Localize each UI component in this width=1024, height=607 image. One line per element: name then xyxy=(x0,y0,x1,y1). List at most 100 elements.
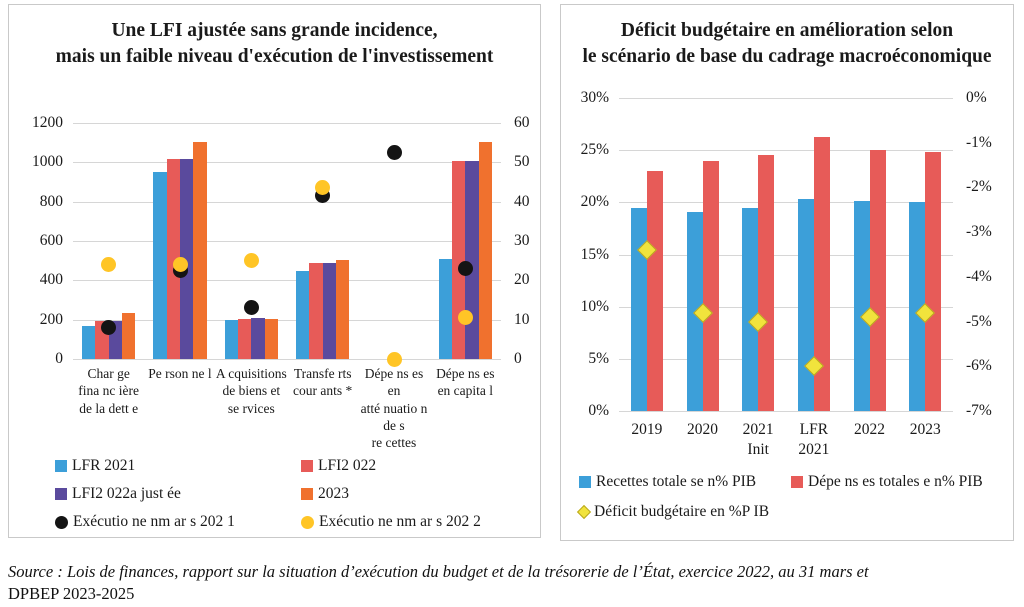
gridline xyxy=(73,241,501,242)
left-chart-panel: Une LFI ajustée sans grande incidence, m… xyxy=(8,4,541,538)
y-axis-tick-label: 0 xyxy=(55,350,63,367)
right-chart-body: 30% 25% 20% 15% 10% 5% 0% 0% -1% -2% -3% -4% -5% -6%… xyxy=(561,89,1015,419)
bar xyxy=(322,263,336,359)
x-axis-label: Dépe ns es en atté nuatio n de s re cett… xyxy=(360,366,428,451)
y-axis-tick-label: 200 xyxy=(39,310,63,328)
y-axis-tick-label: 0% xyxy=(966,89,987,106)
left-chart-y-axis-left: 1200 1000 800 600 400 200 0 xyxy=(9,114,73,367)
gridline xyxy=(73,359,501,360)
y-axis-tick-label: -6% xyxy=(966,357,992,375)
legend-label: Dépe ns es totales e n% PIB xyxy=(808,473,983,490)
legend-item: Exécutio ne nm ar s 202 2 xyxy=(301,513,481,531)
y-axis-tick-label: 1000 xyxy=(32,153,63,171)
bar xyxy=(224,320,239,359)
bar xyxy=(251,317,265,359)
gridline xyxy=(619,358,953,360)
gridline xyxy=(73,123,501,124)
right-chart-legend: Recettes totale se n% PIB Dépe ns es tota… xyxy=(576,473,983,521)
y-axis-tick-label: 5% xyxy=(588,349,609,367)
x-axis-label: 2020 xyxy=(687,421,718,438)
bar xyxy=(869,150,886,411)
y-axis-tick-label: 60 xyxy=(514,114,530,131)
y-axis-tick-label: -4% xyxy=(966,267,992,285)
y-axis-tick-label: 0% xyxy=(588,402,609,419)
right-chart-y-axis-right: 0% -1% -2% -3% -4% -5% -6% -7% xyxy=(953,89,1015,419)
x-axis-label: LFR 2021 xyxy=(798,421,830,459)
bar xyxy=(193,141,207,359)
y-axis-tick-label: -1% xyxy=(966,133,992,151)
circle-marker xyxy=(172,257,188,273)
bar xyxy=(153,172,167,359)
legend-diamond-icon xyxy=(576,504,592,520)
bar xyxy=(797,199,814,411)
bar xyxy=(758,155,775,411)
gridline xyxy=(619,98,953,99)
circle-marker xyxy=(243,300,259,316)
legend-item: LFI2 022a just ée xyxy=(55,485,301,503)
y-axis-tick-label: 30% xyxy=(580,89,609,106)
legend-item: Déficit budgétaire en %P IB xyxy=(576,503,791,521)
gridline xyxy=(73,201,501,203)
y-axis-tick-label: -5% xyxy=(966,312,992,330)
x-axis-label: 2021 Init xyxy=(742,421,774,459)
x-axis-label: 2022 xyxy=(854,421,886,438)
bar xyxy=(742,207,759,411)
y-axis-tick-label: 400 xyxy=(39,271,63,289)
legend-label: Exécutio ne nm ar s 202 1 xyxy=(73,513,235,530)
circle-marker xyxy=(101,257,117,273)
legend-item: Dépe ns es totales e n% PIB xyxy=(791,473,983,491)
y-axis-tick-label: 600 xyxy=(39,232,63,249)
bar xyxy=(264,318,278,359)
gridline xyxy=(619,254,953,256)
x-axis-label: 2023 xyxy=(909,421,941,438)
right-chart-y-axis-left: 30% 25% 20% 15% 10% 5% 0% xyxy=(561,89,619,419)
y-axis-tick-label: 30 xyxy=(514,232,530,249)
y-axis-tick-label: -2% xyxy=(966,178,992,196)
gridline xyxy=(619,306,953,308)
y-axis-tick-label: 0 xyxy=(514,350,522,367)
circle-marker xyxy=(457,261,473,277)
left-chart-title: Une LFI ajustée sans grande incidence, m… xyxy=(55,20,494,67)
left-chart-y-axis-right: 60 50 40 30 20 10 0 xyxy=(501,114,542,367)
right-chart-panel: Déficit budgétaire en amélioration selon… xyxy=(560,4,1014,541)
bar xyxy=(180,159,194,359)
legend-label: 2023 xyxy=(318,485,349,502)
y-axis-tick-label: 25% xyxy=(580,141,609,159)
circle-marker xyxy=(243,253,259,269)
bar xyxy=(909,202,926,411)
bar xyxy=(465,161,479,359)
bar xyxy=(630,207,647,411)
y-axis-tick-label: 50 xyxy=(514,153,530,171)
legend-label: LFR 2021 xyxy=(72,457,136,474)
circle-marker xyxy=(101,320,117,336)
source-line-2: DPBEP 2023-2025 xyxy=(8,583,135,603)
gridline xyxy=(619,411,953,412)
legend-item: Recettes totale se n% PIB xyxy=(579,473,791,491)
x-axis-label: Char ge fina nc ière de la dett e xyxy=(78,366,140,416)
legend-square-icon xyxy=(301,460,313,472)
legend-square-icon xyxy=(579,476,591,488)
legend-label: Déficit budgétaire en %P IB xyxy=(594,503,770,520)
legend-label: Exécutio ne nm ar s 202 2 xyxy=(319,513,481,530)
legend-item: Exécutio ne nm ar s 202 1 xyxy=(55,513,301,531)
left-chart-plot xyxy=(73,123,501,367)
legend-circle-icon xyxy=(301,515,314,529)
x-axis-label: Dépe ns es en capita l xyxy=(436,366,495,399)
bar xyxy=(166,159,180,359)
x-axis-label: A cquisitions de biens et se rvices xyxy=(215,366,287,416)
y-axis-tick-label: -7% xyxy=(966,402,992,419)
bar xyxy=(438,258,453,359)
y-axis-tick-label: 1200 xyxy=(32,114,63,131)
gridline xyxy=(619,202,953,204)
gridline xyxy=(619,150,953,152)
legend-label: Recettes totale se n% PIB xyxy=(596,473,757,490)
circle-marker xyxy=(386,351,402,367)
bar xyxy=(335,260,350,359)
bar xyxy=(813,136,830,411)
circle-marker xyxy=(315,180,331,196)
legend-square-icon xyxy=(301,488,313,500)
bar xyxy=(853,201,870,411)
y-axis-tick-label: 20 xyxy=(514,271,530,289)
gridline xyxy=(73,319,501,321)
